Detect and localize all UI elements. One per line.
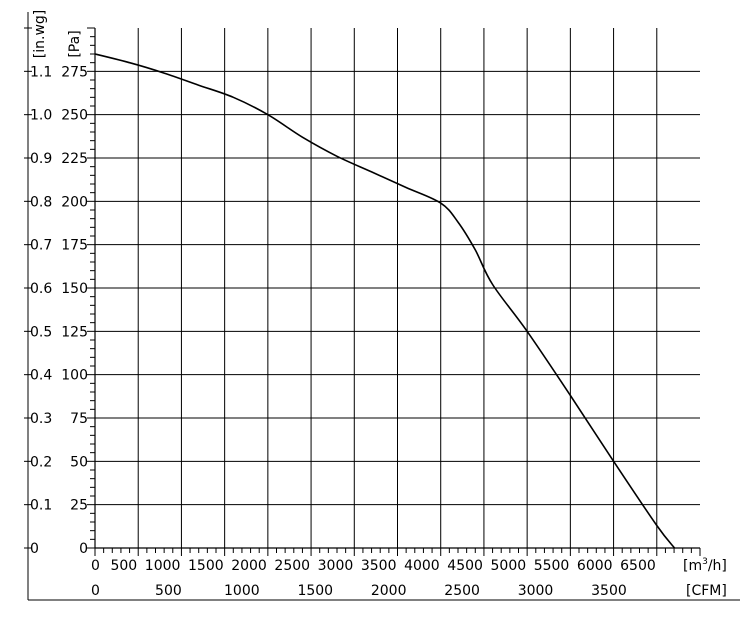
y2-tick-label-inwg: 0.6 bbox=[30, 281, 52, 297]
x-tick-label-m3h: 3000 bbox=[318, 558, 354, 574]
x-axis-unit-base: [m bbox=[683, 558, 702, 574]
y-tick-label-pa: 250 bbox=[61, 108, 88, 124]
fan-curve-line bbox=[94, 53, 676, 549]
x2-tick-label-cfm: 1000 bbox=[224, 583, 260, 599]
y-tick-label-pa: 25 bbox=[70, 498, 88, 514]
x2-axis-unit-cfm: [CFM] bbox=[686, 583, 727, 599]
x-axis-unit-m3h: [m3/h] bbox=[683, 557, 727, 574]
x2-tick-label-cfm: 3000 bbox=[518, 583, 554, 599]
x-tick-label-m3h: 4000 bbox=[404, 558, 440, 574]
y-tick-label-pa: 175 bbox=[61, 238, 88, 254]
y2-axis-unit-inwg: [in.wg] bbox=[32, 10, 48, 58]
x-tick-label-m3h: 2000 bbox=[231, 558, 267, 574]
x-tick-label-m3h: 1000 bbox=[145, 558, 181, 574]
y-tick-label-pa: 50 bbox=[70, 454, 88, 470]
y-tick-label-pa: 150 bbox=[61, 281, 88, 297]
curve-layer bbox=[94, 53, 676, 549]
y2-tick-label-inwg: 0.3 bbox=[30, 411, 52, 427]
y2-tick-label-inwg: 0 bbox=[30, 541, 39, 557]
x2-tick-label-cfm: 0 bbox=[91, 583, 100, 599]
x2-tick-label-cfm: 500 bbox=[155, 583, 182, 599]
x-tick-label-m3h: 500 bbox=[110, 558, 137, 574]
y2-tick-label-inwg: 0.5 bbox=[30, 324, 52, 340]
x2-tick-label-cfm: 3500 bbox=[591, 583, 627, 599]
y-axis-unit-pa: [Pa] bbox=[67, 30, 83, 57]
x2-tick-label-cfm: 2000 bbox=[371, 583, 407, 599]
label-layer: 0 25 50 75 100 125 150 175 200 225 250 275 0 0.1 0.2 0.… bbox=[30, 64, 656, 599]
x-tick-label-m3h: 0 bbox=[91, 558, 100, 574]
y-tick-label-pa: 275 bbox=[61, 64, 88, 80]
x2-tick-label-cfm: 1500 bbox=[297, 583, 333, 599]
y-tick-label-pa: 125 bbox=[61, 324, 88, 340]
x-tick-label-m3h: 4500 bbox=[447, 558, 483, 574]
x-tick-label-m3h: 5500 bbox=[534, 558, 570, 574]
y2-tick-label-inwg: 0.7 bbox=[30, 238, 52, 254]
y-tick-label-pa: 75 bbox=[70, 411, 88, 427]
frame-layer bbox=[24, 12, 740, 601]
y2-tick-label-inwg: 0.8 bbox=[30, 194, 52, 210]
minor-tick-layer bbox=[87, 27, 701, 556]
y2-tick-label-inwg: 1.0 bbox=[30, 108, 52, 124]
x-axis-unit-tail: /h] bbox=[708, 558, 727, 574]
x-axis-unit-sup: 3 bbox=[702, 557, 708, 567]
grid-layer bbox=[95, 28, 700, 548]
x-tick-label-m3h: 6000 bbox=[577, 558, 613, 574]
y2-tick-label-inwg: 0.9 bbox=[30, 151, 52, 167]
y-tick-label-pa: 200 bbox=[61, 194, 88, 210]
y-tick-label-pa: 0 bbox=[79, 541, 88, 557]
x-tick-label-m3h: 6500 bbox=[620, 558, 656, 574]
x-tick-label-m3h: 3500 bbox=[361, 558, 397, 574]
y-tick-label-pa: 225 bbox=[61, 151, 88, 167]
y-tick-label-pa: 100 bbox=[61, 368, 88, 384]
y2-tick-label-inwg: 0.4 bbox=[30, 368, 52, 384]
x2-tick-label-cfm: 2500 bbox=[444, 583, 480, 599]
x-tick-label-m3h: 5000 bbox=[491, 558, 527, 574]
x-tick-label-m3h: 2500 bbox=[274, 558, 310, 574]
y2-tick-label-inwg: 0.2 bbox=[30, 454, 52, 470]
y2-tick-label-inwg: 0.1 bbox=[30, 498, 52, 514]
y2-tick-label-inwg: 1.1 bbox=[30, 64, 52, 80]
x-tick-label-m3h: 1500 bbox=[188, 558, 224, 574]
